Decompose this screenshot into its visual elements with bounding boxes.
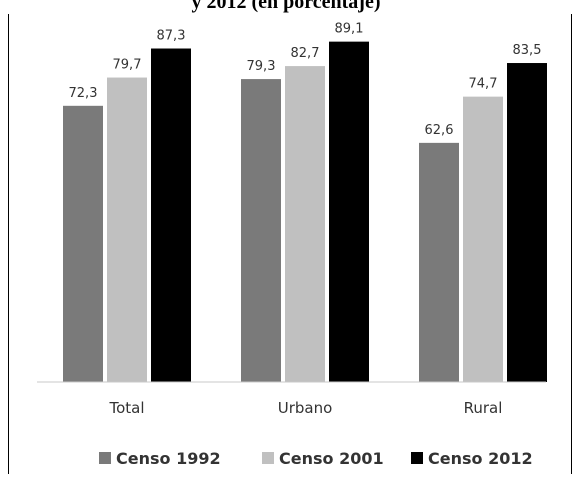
data-label: 89,1 — [335, 22, 364, 37]
bars-group: 72,3 79,7 87,3 79,3 82,7 89,1 62,6 74,7 83,5 — [63, 22, 547, 383]
category-labels: Total Urbano Rural — [108, 399, 502, 417]
legend: Censo 1992 Censo 2001 Censo 2012 — [99, 449, 533, 468]
data-label: 83,5 — [513, 43, 542, 58]
bar-total-censo-1992 — [63, 105, 103, 383]
legend-swatch-censo-2001 — [262, 452, 274, 464]
category-label-rural: Rural — [464, 399, 503, 417]
data-label: 72,3 — [69, 86, 98, 101]
bar-total-censo-2001 — [107, 77, 147, 383]
legend-swatch-censo-2012 — [411, 452, 423, 464]
bar-urbano-censo-2012 — [329, 41, 369, 382]
data-label: 62,6 — [425, 123, 454, 138]
bar-total-censo-2012 — [151, 48, 191, 382]
category-label-urbano: Urbano — [278, 399, 333, 417]
legend-swatch-censo-1992 — [99, 452, 111, 464]
data-label: 79,7 — [113, 58, 142, 73]
data-label: 82,7 — [291, 46, 320, 61]
data-label: 87,3 — [157, 29, 186, 44]
legend-label: Censo 1992 — [116, 449, 221, 468]
chart-title: y 2012 (en porcentaje) — [191, 0, 381, 13]
bar-rural-censo-1992 — [419, 142, 459, 382]
legend-label: Censo 2001 — [279, 449, 384, 468]
legend-label: Censo 2012 — [428, 449, 533, 468]
category-label-total: Total — [108, 399, 144, 417]
bar-rural-censo-2012 — [507, 63, 547, 382]
data-label: 79,3 — [247, 59, 276, 74]
bar-rural-censo-2001 — [463, 96, 503, 383]
bar-urbano-censo-2001 — [285, 66, 325, 382]
bar-urbano-censo-1992 — [241, 79, 281, 382]
data-label: 74,7 — [469, 77, 498, 92]
